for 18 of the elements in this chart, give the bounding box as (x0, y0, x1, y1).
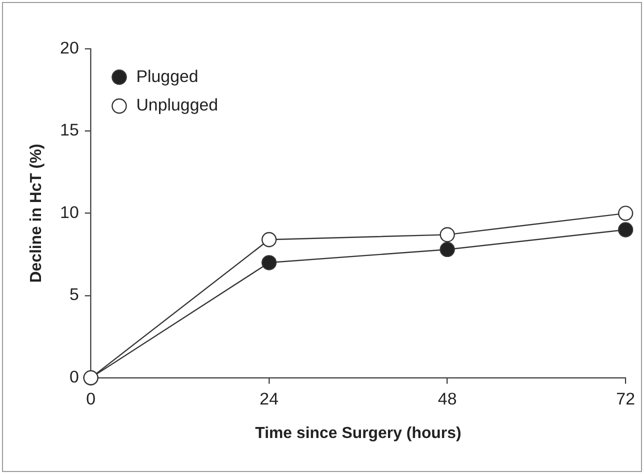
y-tick-label: 15 (60, 120, 79, 140)
y-tick-label: 10 (60, 202, 79, 222)
y-axis-title: Decline in HcT (%) (28, 144, 45, 283)
y-tick-label: 5 (69, 285, 79, 304)
x-axis-title: Time since Surgery (hours) (255, 424, 462, 442)
x-tick-label: 0 (86, 390, 96, 409)
y-tick-label: 20 (60, 38, 79, 58)
y-tick-label: 0 (69, 367, 79, 386)
point (440, 227, 455, 242)
legend-label: Plugged (136, 66, 198, 86)
x-tick-label: 24 (260, 390, 279, 409)
x-tick-label: 72 (616, 390, 636, 409)
point (440, 242, 455, 258)
point (262, 232, 277, 248)
point (262, 255, 277, 270)
legend-label: Unplugged (136, 96, 218, 115)
x-tick-label: 48 (438, 390, 457, 409)
point (618, 222, 634, 238)
